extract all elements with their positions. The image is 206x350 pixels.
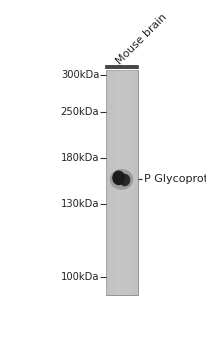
- Bar: [132, 70, 133, 295]
- Bar: [128, 70, 129, 295]
- Bar: [127, 70, 128, 295]
- Bar: [115, 70, 116, 295]
- Bar: [113, 70, 114, 295]
- Bar: [116, 70, 117, 295]
- Bar: [117, 70, 118, 295]
- Bar: [125, 70, 126, 295]
- Text: Mouse brain: Mouse brain: [115, 12, 169, 66]
- Bar: [126, 70, 127, 295]
- Bar: [136, 70, 137, 295]
- Text: P Glycoprotein: P Glycoprotein: [144, 174, 206, 184]
- Bar: [134, 70, 135, 295]
- Bar: [108, 70, 109, 295]
- Bar: [120, 70, 121, 295]
- Bar: [109, 70, 110, 295]
- Bar: [130, 70, 131, 295]
- Bar: [111, 70, 112, 295]
- Bar: [110, 70, 111, 295]
- Bar: [123, 70, 124, 295]
- Bar: [121, 70, 122, 295]
- Text: 100kDa: 100kDa: [61, 272, 99, 282]
- Bar: [114, 70, 115, 295]
- Bar: [131, 70, 132, 295]
- Text: 130kDa: 130kDa: [61, 199, 99, 209]
- Bar: [133, 70, 134, 295]
- Ellipse shape: [112, 170, 125, 185]
- Bar: [119, 70, 120, 295]
- Bar: [112, 70, 113, 295]
- Text: 180kDa: 180kDa: [61, 153, 99, 163]
- Bar: [105, 70, 106, 295]
- Bar: [124, 70, 125, 295]
- Bar: [122, 70, 123, 295]
- Ellipse shape: [119, 174, 130, 186]
- Ellipse shape: [110, 169, 133, 190]
- Text: 300kDa: 300kDa: [61, 70, 99, 80]
- Bar: [106, 70, 107, 295]
- Bar: [107, 70, 108, 295]
- Text: 250kDa: 250kDa: [61, 107, 99, 117]
- Bar: [118, 70, 119, 295]
- Bar: [105, 70, 137, 295]
- Bar: [129, 70, 130, 295]
- Bar: [135, 70, 136, 295]
